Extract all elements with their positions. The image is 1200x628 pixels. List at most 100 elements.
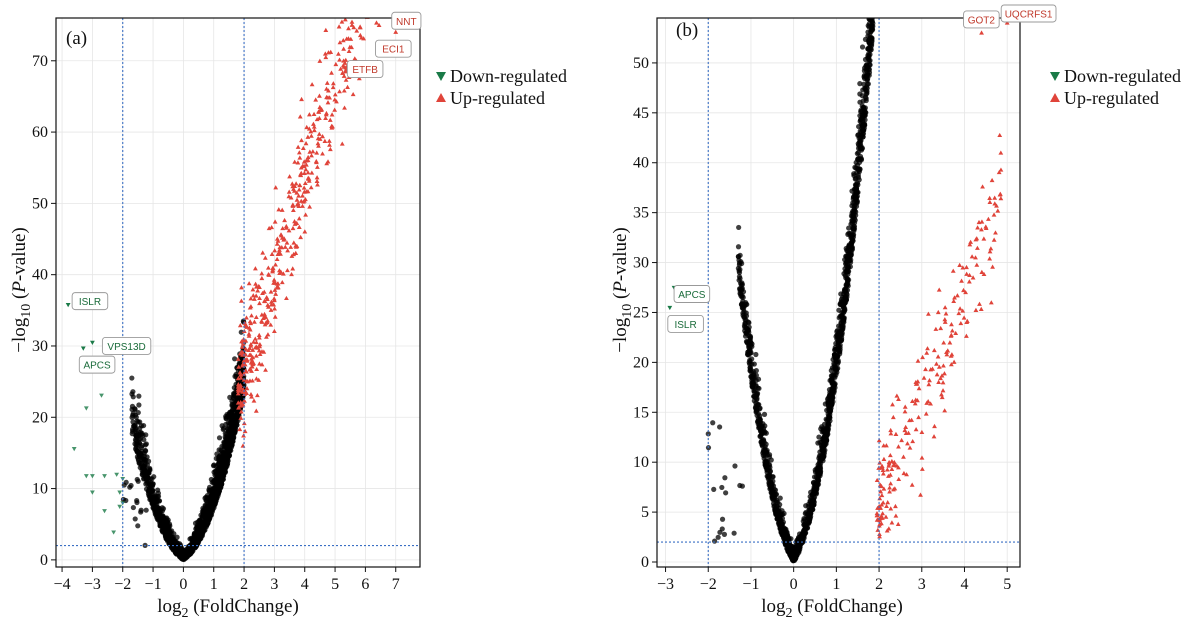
up-regulated-point xyxy=(923,366,928,372)
ns-point xyxy=(195,527,201,533)
up-regulated-point xyxy=(874,510,880,516)
ns-point xyxy=(225,458,231,464)
up-regulated-point xyxy=(877,521,883,526)
ns-point xyxy=(240,380,246,386)
up-regulated-point xyxy=(300,203,305,208)
ns-point xyxy=(852,217,858,223)
ns-point xyxy=(867,33,873,39)
up-regulated-point xyxy=(263,367,268,372)
up-regulated-point xyxy=(244,315,249,320)
up-regulated-point xyxy=(932,423,937,429)
up-regulated-point xyxy=(292,159,298,164)
up-regulated-point xyxy=(352,4,357,8)
legend-down-label-b: Down-regulated xyxy=(1064,66,1181,86)
up-regulated-point xyxy=(235,356,241,361)
up-regulated-point xyxy=(876,503,882,509)
up-regulated-point xyxy=(241,337,246,342)
x-axis-title-a: log2 (FoldChange) xyxy=(157,596,299,621)
y-title-subscript-a: 10 xyxy=(19,304,34,318)
gene-label-box xyxy=(375,39,412,58)
up-regulated-point xyxy=(282,217,287,223)
ns-point xyxy=(232,356,238,362)
panel-label-a: (a) xyxy=(66,28,87,49)
up-regulated-point xyxy=(301,163,307,169)
up-regulated-point xyxy=(323,115,329,120)
up-regulated-point xyxy=(311,121,316,126)
ns-point xyxy=(858,116,864,122)
ns-point xyxy=(838,338,844,344)
up-regulated-point xyxy=(941,340,947,345)
up-regulated-point xyxy=(880,467,886,473)
ns-point xyxy=(868,0,873,2)
x-tick-label: 1 xyxy=(210,576,218,593)
up-regulated-point xyxy=(319,107,325,112)
up-regulated-point xyxy=(274,236,280,241)
ns-point xyxy=(757,405,763,411)
ns-point xyxy=(872,2,877,7)
ns-point xyxy=(164,515,170,521)
up-regulated-point xyxy=(291,240,297,245)
up-regulated-point xyxy=(973,307,979,312)
up-regulated-point xyxy=(317,136,323,141)
up-regulated-point xyxy=(889,466,895,471)
ns-point xyxy=(848,246,854,252)
up-regulated-point xyxy=(337,89,342,94)
ns-point xyxy=(850,226,857,232)
ns-point xyxy=(129,403,136,409)
labeled-gene-point xyxy=(90,340,95,346)
up-regulated-point xyxy=(306,112,312,117)
up-regulated-point xyxy=(248,343,254,348)
up-regulated-point xyxy=(879,492,885,498)
up-regulated-point xyxy=(301,185,307,190)
up-regulated-point xyxy=(919,429,925,435)
up-regulated-point xyxy=(239,285,244,290)
up-regulated-point xyxy=(238,415,244,420)
up-regulated-point xyxy=(349,5,354,9)
labeled-gene-point xyxy=(80,346,86,351)
up-regulated-point xyxy=(888,506,894,511)
up-regulated-point xyxy=(974,262,980,267)
up-regulated-point xyxy=(240,350,246,356)
ns-point xyxy=(227,436,233,442)
up-regulated-point xyxy=(891,487,896,492)
up-regulated-point xyxy=(262,298,268,304)
ns-point xyxy=(225,413,231,419)
ns-point xyxy=(747,357,753,363)
up-regulated-point xyxy=(274,284,280,289)
ns-point xyxy=(777,520,784,526)
ns-point xyxy=(230,422,236,428)
ns-point xyxy=(143,507,149,513)
up-regulated-point xyxy=(239,344,245,349)
up-regulated-point xyxy=(342,60,348,65)
ns-point xyxy=(135,409,141,416)
up-regulated-point xyxy=(296,193,302,198)
up-regulated-point xyxy=(992,195,998,200)
up-regulated-point xyxy=(308,129,314,134)
ns-point xyxy=(862,105,868,111)
up-regulated-point xyxy=(294,190,300,195)
ns-point xyxy=(736,224,742,231)
up-regulated-point xyxy=(893,513,899,518)
up-regulated-point xyxy=(300,145,306,151)
ns-point xyxy=(136,393,142,399)
ns-point xyxy=(870,2,875,7)
y-tick-label: 20 xyxy=(633,354,649,371)
up-regulated-point xyxy=(270,269,275,274)
x-tick-label: 6 xyxy=(361,576,369,593)
y-title-rest-a: ( xyxy=(9,293,30,304)
ns-point xyxy=(143,441,149,447)
y-tick-label: 35 xyxy=(633,205,649,222)
up-regulated-point xyxy=(262,255,268,260)
up-regulated-point xyxy=(255,288,261,293)
ns-point xyxy=(870,9,875,14)
up-regulated-point xyxy=(285,267,290,273)
up-regulated-point xyxy=(293,243,299,248)
ns-point xyxy=(845,268,851,274)
up-regulated-point xyxy=(951,359,957,364)
up-regulated-point xyxy=(244,386,250,391)
up-regulated-point xyxy=(995,208,1001,213)
y-title-rest-b: ( xyxy=(610,293,631,304)
up-regulated-point xyxy=(349,19,355,24)
ns-point xyxy=(230,428,236,435)
